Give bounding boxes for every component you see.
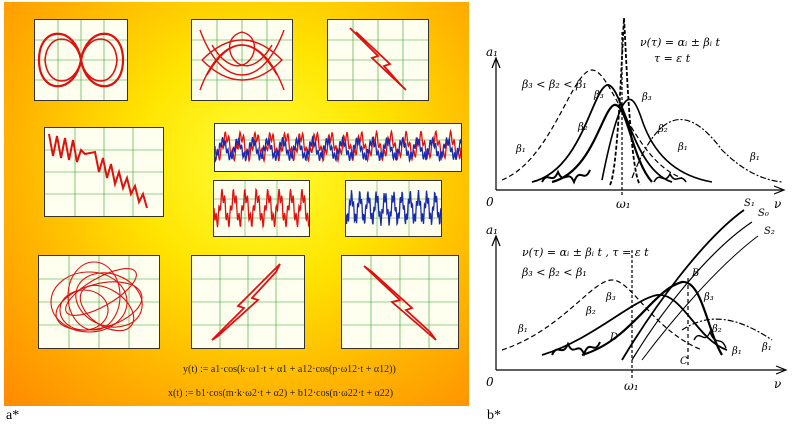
bottom-curve-beta3 [581,280,723,357]
bottom-curve-beta2 [541,294,728,356]
point-label-c: C [680,356,688,367]
curve-label-s2: S₂ [764,226,775,237]
curve-label-s0: S₀ [758,208,769,219]
bottom-x-axis-label: ν [774,377,781,391]
top-curve-beta3 [551,103,653,184]
top-equation-1: ν(τ) = αᵢ ± βᵢ t [640,36,720,49]
top-ripples-right [653,172,687,183]
lissajous-knot [192,20,292,100]
top-beta-label-3: β₃ [593,90,604,101]
formula-y: y(t) := a1·cos(k·ω1·t + α1 + a12·cos(p·ω… [183,364,396,375]
diagonal-curve [328,20,428,100]
stepped-oscillation [45,128,163,216]
bottom-curve-right-beta1 [681,318,773,341]
top-omega-label: ω₁ [616,197,631,211]
top-ripples [541,169,591,185]
point-label-d: D [609,332,618,343]
red-signal-wave [214,181,309,236]
lissajous-plot-2 [191,19,293,101]
top-beta-label-4: β₃ [641,92,652,103]
top-beta-label-1: β₁ [515,144,526,155]
phase-plot-falling [341,255,459,349]
top-inequality: β₃ < β₂ < β₁ [521,78,587,91]
top-curve-beta1 [501,69,683,181]
bottom-omega-label: ω₁ [624,379,639,393]
top-beta-label-6: β₁ [749,152,760,163]
lissajous-plot-1 [34,19,128,101]
caption-a: a* [6,408,20,423]
top-y-axis-label: a₁ [486,45,498,59]
top-resonance-spike [609,17,641,186]
chaotic-lissajous-plot [38,255,160,349]
bottom-beta-label-5: β₂ [711,324,722,335]
top-equation-2: τ = ε t [654,52,691,65]
bottom-beta-label-3: β₃ [605,292,616,303]
blue-signal-plot [345,180,442,237]
caption-b: b* [487,408,501,423]
panel-a-figure: y(t) := a1·cos(k·ω1·t + α1 + a12·cos(p·ω… [4,2,469,406]
stepped-curve-plot [44,127,164,217]
formula-x: x(t) := b1·cos(m·k·ω2·t + α2) + b12·cos(… [168,388,394,399]
point-label-b: B [691,268,699,279]
bottom-ripples [551,341,601,357]
chaotic-curve [39,256,159,348]
top-x-axis-label: ν [774,197,781,211]
falling-diagonal-curve [342,256,458,348]
dual-signal-waves [215,128,461,164]
bottom-curve-s1 [621,209,745,361]
dual-signal-plot [214,123,462,172]
blue-signal-wave [346,181,441,236]
bottom-curve-s2 [641,235,759,361]
top-origin-label: 0 [486,195,494,209]
bottom-beta-label-6: β₁ [761,342,772,353]
bottom-curve-beta1 [501,279,703,351]
panel-b-resonance-diagram: a₁ ν 0 ω₁ ν(τ) = αᵢ ± βᵢ t τ = ε t β₃ < … [486,17,788,393]
bottom-origin-label: 0 [486,375,494,389]
top-beta-label-2: β₂ [577,122,588,133]
bottom-beta-label-4: β₃ [703,292,714,303]
bottom-beta-label-1: β₁ [517,324,528,335]
bottom-beta-label-2: β₂ [585,306,596,317]
top-beta-label-7: β₁ [677,142,688,153]
bottom-y-axis-label: a₁ [486,223,498,237]
lissajous-figure-eight [35,20,127,100]
bottom-equation: ν(τ) = αᵢ ± βᵢ t , τ = ε t [522,246,649,259]
bottom-curve-s0 [631,221,753,361]
rising-diagonal-curve [192,256,304,348]
bottom-beta-label-7: β₁ [731,346,742,357]
red-signal-plot [213,180,310,237]
curve-label-s1: S₁ [744,198,755,209]
top-curve-right-beta1 [631,118,783,183]
phase-plot-rising [191,255,305,349]
bottom-inequality: β₃ < β₂ < β₁ [521,266,587,279]
phase-plot-3 [327,19,429,101]
top-beta-label-5: β₂ [657,124,668,135]
top-curve-right-beta2 [601,98,713,183]
bottom-ripples-right [693,330,727,349]
